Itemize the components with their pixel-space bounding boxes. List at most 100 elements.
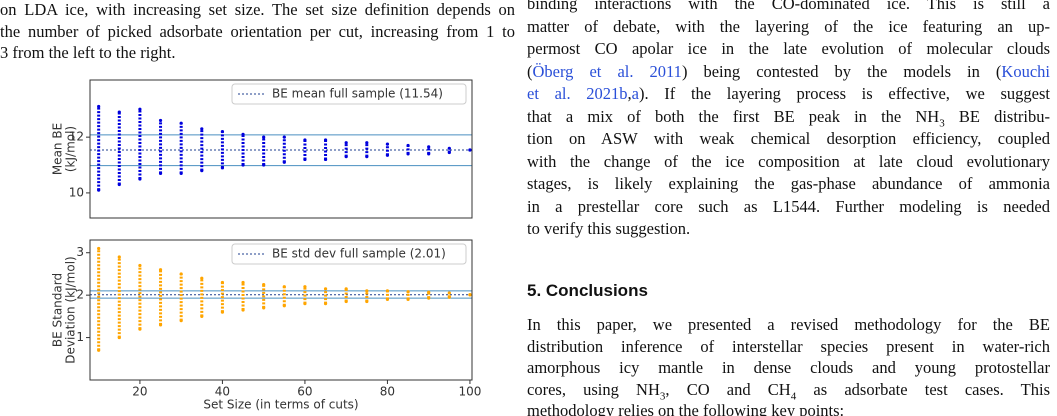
text: ). If the layering process is effective,… xyxy=(639,84,1050,103)
x-tick-label: 80 xyxy=(380,385,395,399)
text-line: amorphous icy mantle in dense clouds and… xyxy=(527,358,1050,378)
text-line: that a mix of both the first BE peak in … xyxy=(527,106,1051,129)
text: BE distribu- xyxy=(944,106,1051,126)
min-point xyxy=(220,166,225,170)
max-point xyxy=(262,282,266,287)
max-point xyxy=(282,285,286,289)
min-point xyxy=(385,297,390,301)
min-point xyxy=(344,155,348,159)
citation-link[interactable]: Kouchi xyxy=(1001,61,1050,81)
min-point xyxy=(200,314,204,318)
min-point xyxy=(406,297,410,301)
plot-frame xyxy=(89,79,473,219)
max-point xyxy=(241,132,245,136)
max-point xyxy=(282,135,286,139)
x-axis-label: Set Size (in terms of cuts) xyxy=(203,398,358,412)
max-point xyxy=(365,141,369,145)
y-tick-label: 10 xyxy=(69,185,84,199)
max-point xyxy=(468,293,472,297)
legend-box xyxy=(231,243,467,265)
x-tick-label: 60 xyxy=(297,385,312,399)
max-point xyxy=(138,263,142,268)
subscript: 3 xyxy=(939,116,945,129)
text: amorphous icy mantle in dense clouds and… xyxy=(527,358,1050,377)
max-point xyxy=(406,143,410,148)
citation-link[interactable]: a xyxy=(631,84,639,103)
legend-label: BE mean full sample (11.54) xyxy=(272,87,443,101)
text-line: et al. 2021b,a). If the layering process… xyxy=(527,84,1050,104)
min-point xyxy=(179,319,183,323)
legend-label: BE std dev full sample (2.01) xyxy=(272,247,446,261)
legend-box xyxy=(231,83,467,105)
min-point xyxy=(179,171,183,175)
max-point xyxy=(427,290,431,294)
max-point xyxy=(447,146,451,150)
max-point xyxy=(220,280,225,285)
min-point xyxy=(323,302,328,306)
max-point xyxy=(365,289,369,293)
subscript: 3 xyxy=(659,389,666,402)
max-point xyxy=(385,289,390,293)
x-tick-label: 20 xyxy=(132,385,147,399)
max-point xyxy=(262,135,266,139)
min-point xyxy=(385,153,390,157)
caption-line: the number of picked adsorbate orientati… xyxy=(0,21,515,41)
max-point xyxy=(406,290,410,294)
y-axis-label: Mean BE xyxy=(51,123,65,175)
citation-link[interactable]: et al. 2021b xyxy=(527,84,628,103)
x-tick-label: 40 xyxy=(215,385,230,399)
text: that a mix of both the first BE peak in … xyxy=(527,106,940,126)
min-point xyxy=(282,304,286,308)
text-line: distribution inference of interstellar s… xyxy=(527,337,1050,357)
max-point xyxy=(241,280,245,285)
text-line: In this paper, we presented a revised me… xyxy=(527,315,1050,335)
max-point xyxy=(303,138,307,142)
y-tick-label: 3 xyxy=(76,245,84,259)
text: to verify this suggestion. xyxy=(527,219,691,238)
text-line: cores, using NH3, CO and CH4 as adsorbat… xyxy=(527,380,1050,402)
min-point xyxy=(158,171,163,175)
max-point xyxy=(344,287,348,291)
text-line: matter of debate, with the layering of t… xyxy=(527,17,1050,37)
min-point xyxy=(406,152,410,156)
text: ( xyxy=(527,61,533,81)
min-point xyxy=(200,169,204,173)
min-point xyxy=(303,302,307,306)
caption-line: on LDA ice, with increasing set size. Th… xyxy=(0,0,515,19)
text: ) being contested by the models in ( xyxy=(681,61,1002,81)
text-line: permost CO apolar ice in the late evolut… xyxy=(527,39,1050,59)
text: In this paper, we presented a revised me… xyxy=(527,315,1050,334)
text-line: to verify this suggestion. xyxy=(527,219,1050,239)
min-point xyxy=(138,327,142,331)
text-line: stages, is likely explaining the gas-pha… xyxy=(527,174,1050,194)
text-line: tion on ASW with weak chemical desorptio… xyxy=(527,129,1050,149)
text-line: (Öberg et al. 2011) being contested by t… xyxy=(527,62,1050,82)
min-point xyxy=(365,299,369,304)
text: methodology relies on the following key … xyxy=(527,401,845,416)
text: in a prestellar core such as L1544. Furt… xyxy=(527,196,1050,216)
text: binding interactions with the CO-dominat… xyxy=(527,0,1050,13)
max-point xyxy=(97,104,101,109)
text: tion on ASW with weak chemical desorptio… xyxy=(527,129,1050,148)
text-line: with the change of the ice composition a… xyxy=(527,152,1050,172)
text-line: binding interactions with the CO-dominat… xyxy=(527,0,1050,14)
max-point xyxy=(303,285,307,289)
max-point xyxy=(427,145,431,149)
text: permost CO apolar ice in the late evolut… xyxy=(527,39,1050,58)
text: , xyxy=(627,84,632,103)
text: stages, is likely explaining the gas-pha… xyxy=(527,174,1050,193)
min-point xyxy=(303,157,307,162)
max-point xyxy=(138,107,142,111)
y-tick-label: 1 xyxy=(76,330,84,344)
min-point xyxy=(323,157,328,162)
citation-link[interactable]: Öberg et al. 2011 xyxy=(532,61,682,81)
section-heading: 5. Conclusions xyxy=(527,281,648,300)
min-point xyxy=(427,152,431,156)
max-point xyxy=(447,291,451,295)
y-tick-label: 12 xyxy=(69,130,84,144)
subscript: 4 xyxy=(790,389,797,402)
text: with the change of the ice composition a… xyxy=(527,151,1050,171)
max-point xyxy=(158,268,163,272)
